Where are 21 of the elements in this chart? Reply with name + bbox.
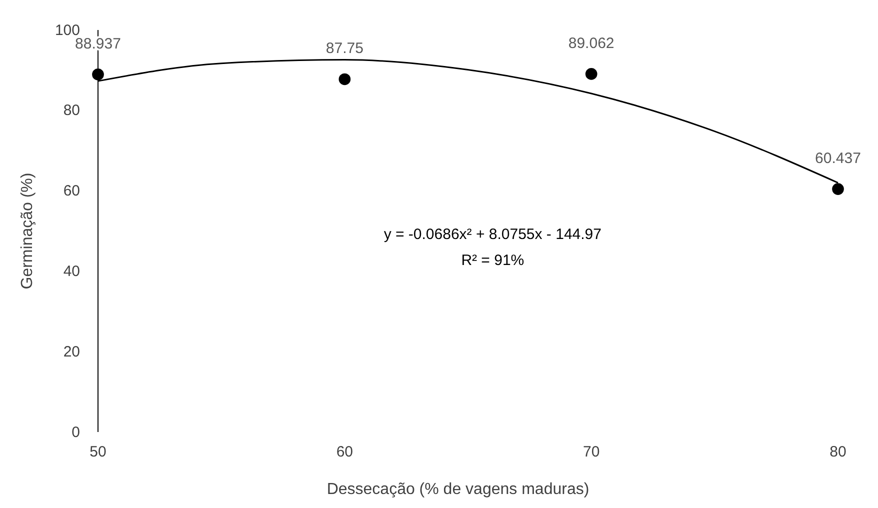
y-tick-label: 40: [63, 263, 80, 280]
y-tick-label: 100: [54, 22, 80, 39]
point: [585, 68, 598, 80]
data-label: 89.062: [568, 34, 614, 52]
y-tick-label: 0: [72, 424, 80, 441]
x-tick-label: 50: [90, 444, 106, 461]
point: [832, 183, 844, 195]
data-label: 87.75: [326, 40, 364, 58]
annotation: y = -0.0686x² + 8.0755x - 144.97: [384, 226, 602, 244]
data-label: 60.437: [815, 150, 861, 168]
x-tick-label: 80: [830, 444, 846, 461]
point: [92, 68, 104, 80]
x-tick-label: 70: [582, 444, 600, 461]
y-axis-title: Germinação (%): [19, 172, 36, 290]
point: [338, 73, 351, 86]
x-tick-label: 60: [336, 444, 354, 461]
y-tick-label: 20: [63, 343, 80, 360]
x-axis-title: Dessecação (% de vagens maduras): [326, 481, 590, 498]
y-tick-label: 80: [63, 102, 80, 120]
annotation: R² = 91%: [461, 252, 524, 270]
y-tick-label: 60: [63, 182, 80, 200]
